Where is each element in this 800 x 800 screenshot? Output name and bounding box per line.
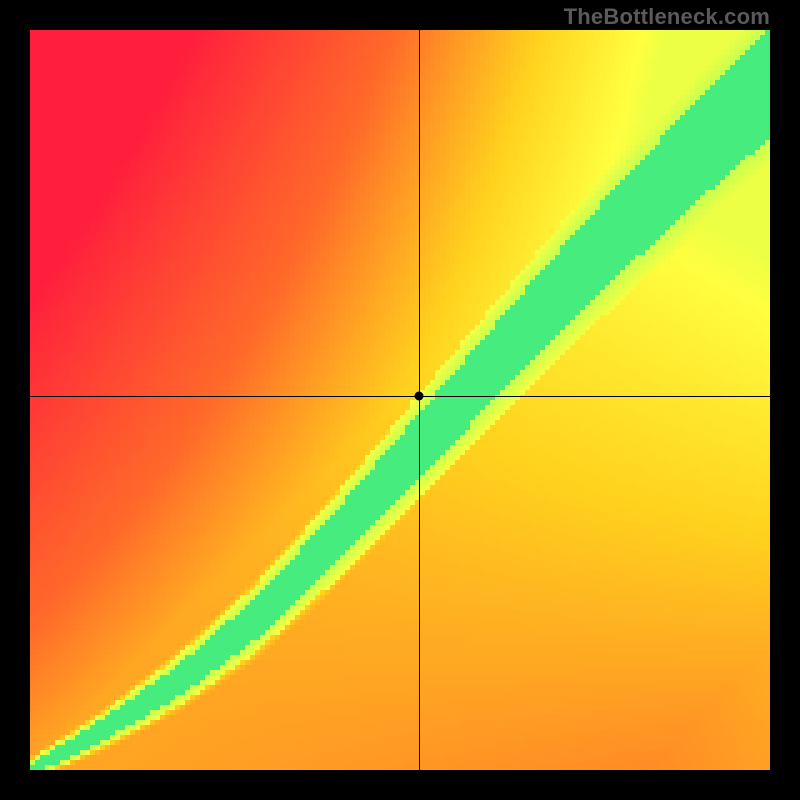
- crosshair-point: [414, 392, 423, 401]
- crosshair-horizontal: [30, 396, 770, 397]
- watermark-text: TheBottleneck.com: [564, 4, 770, 30]
- chart-container: TheBottleneck.com: [0, 0, 800, 800]
- plot-area: [30, 30, 770, 770]
- heatmap-canvas: [30, 30, 770, 770]
